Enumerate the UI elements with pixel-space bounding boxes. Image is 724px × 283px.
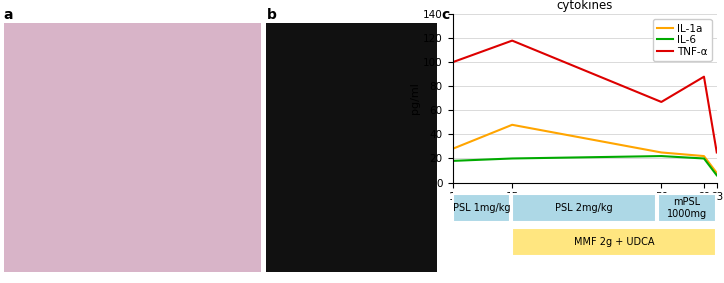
IL-1a <box>657 151 665 154</box>
Legend: IL-1a, IL-6, TNF-α: IL-1a, IL-6, TNF-α <box>653 19 712 61</box>
Text: b: b <box>266 8 277 22</box>
IL-1a <box>712 171 721 175</box>
TNF-α <box>508 39 516 42</box>
Text: a: a <box>4 8 13 22</box>
Text: MMF 2g + UDCA: MMF 2g + UDCA <box>573 237 654 247</box>
TNF-α <box>712 151 721 154</box>
TNF-α <box>657 100 665 104</box>
X-axis label: Days: Days <box>571 205 599 215</box>
IL-1a <box>508 123 516 127</box>
Text: PSL 2mg/kg: PSL 2mg/kg <box>555 203 613 213</box>
IL-1a <box>448 147 457 151</box>
IL-6 <box>712 174 721 177</box>
Line: IL-1a: IL-1a <box>452 125 717 173</box>
Text: c: c <box>442 8 450 22</box>
IL-6 <box>448 159 457 162</box>
Line: IL-6: IL-6 <box>452 156 717 175</box>
IL-6 <box>657 155 665 158</box>
IL-1a <box>699 155 708 158</box>
Text: mPSL
1000mg: mPSL 1000mg <box>667 197 707 219</box>
Line: TNF-α: TNF-α <box>452 41 717 153</box>
Text: PSL 1mg/kg: PSL 1mg/kg <box>453 203 510 213</box>
IL-6 <box>508 157 516 160</box>
IL-6 <box>699 157 708 160</box>
TNF-α <box>699 75 708 78</box>
Y-axis label: pg/ml: pg/ml <box>411 82 420 114</box>
TNF-α <box>448 61 457 64</box>
Title: Changes in the amount of inflammatory
cytokines: Changes in the amount of inflammatory cy… <box>466 0 703 12</box>
